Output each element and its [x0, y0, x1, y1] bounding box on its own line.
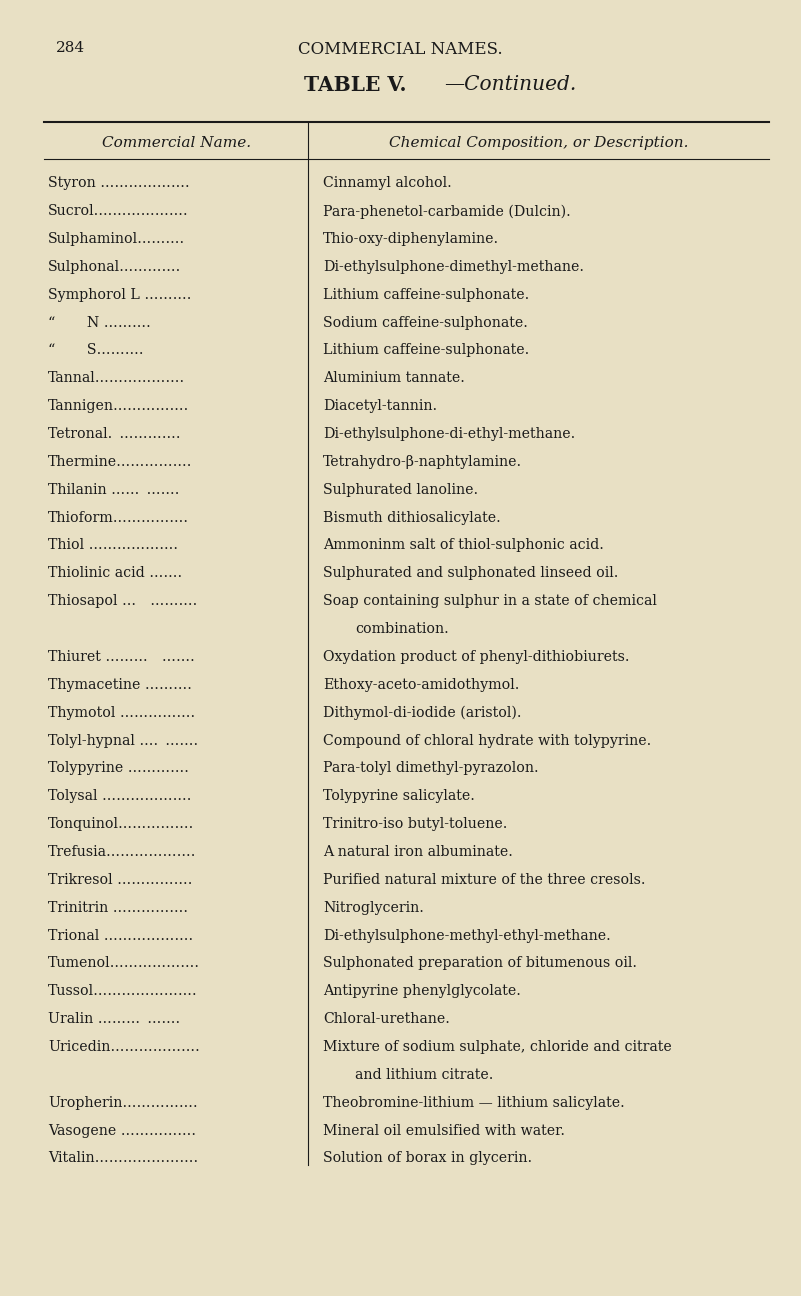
- Text: Vitalin………………….: Vitalin………………….: [48, 1151, 198, 1165]
- Text: Purified natural mixture of the three cresols.: Purified natural mixture of the three cr…: [323, 872, 646, 886]
- Text: Sodium caffeine-sulphonate.: Sodium caffeine-sulphonate.: [323, 315, 528, 329]
- Text: Tolysal ……………….: Tolysal ……………….: [48, 789, 191, 804]
- Text: Trikresol …………….: Trikresol …………….: [48, 872, 192, 886]
- Text: Trinitrin …………….: Trinitrin …………….: [48, 901, 188, 915]
- Text: Mineral oil emulsified with water.: Mineral oil emulsified with water.: [323, 1124, 565, 1138]
- Text: Commercial Name.: Commercial Name.: [102, 136, 251, 150]
- Text: Antipyrine phenylglycolate.: Antipyrine phenylglycolate.: [323, 984, 521, 998]
- Text: Trefusia……………….: Trefusia……………….: [48, 845, 196, 859]
- Text: Thioform…………….: Thioform…………….: [48, 511, 189, 525]
- Text: Theobromine-lithium — lithium salicylate.: Theobromine-lithium — lithium salicylate…: [323, 1095, 625, 1109]
- Text: Ammoninm salt of thiol-sulphonic acid.: Ammoninm salt of thiol-sulphonic acid.: [323, 538, 604, 552]
- Text: combination.: combination.: [355, 622, 449, 636]
- Text: Thiolinic acid …….: Thiolinic acid …….: [48, 566, 182, 581]
- Text: Thio-oxy-diphenylamine.: Thio-oxy-diphenylamine.: [323, 232, 499, 246]
- Text: Thiol ……………….: Thiol ……………….: [48, 538, 178, 552]
- Text: Lithium caffeine-sulphonate.: Lithium caffeine-sulphonate.: [323, 288, 529, 302]
- Text: Tussol………………….: Tussol………………….: [48, 984, 198, 998]
- Text: Para-tolyl dimethyl-pyrazolon.: Para-tolyl dimethyl-pyrazolon.: [323, 761, 538, 775]
- Text: Cinnamyl alcohol.: Cinnamyl alcohol.: [323, 176, 452, 191]
- Text: Tolypyrine ………….: Tolypyrine ………….: [48, 761, 189, 775]
- Text: Compound of chloral hydrate with tolypyrine.: Compound of chloral hydrate with tolypyr…: [323, 734, 651, 748]
- Text: 284: 284: [56, 41, 85, 56]
- Text: Thymotol …………….: Thymotol …………….: [48, 705, 195, 719]
- Text: Sulphaminol……….: Sulphaminol……….: [48, 232, 185, 246]
- Text: Para-phenetol-carbamide (Dulcin).: Para-phenetol-carbamide (Dulcin).: [323, 203, 570, 219]
- Text: Thymacetine ……….: Thymacetine ……….: [48, 678, 192, 692]
- Text: Tetrahydro-β-naphtylamine.: Tetrahydro-β-naphtylamine.: [323, 455, 522, 469]
- Text: Di-ethylsulphone-dimethyl-methane.: Di-ethylsulphone-dimethyl-methane.: [323, 259, 584, 273]
- Text: Thiosapol … ……….: Thiosapol … ……….: [48, 594, 197, 608]
- Text: Dithymol-di-iodide (aristol).: Dithymol-di-iodide (aristol).: [323, 705, 521, 721]
- Text: Trional ……………….: Trional ……………….: [48, 928, 193, 942]
- Text: Symphorol L ……….: Symphorol L ……….: [48, 288, 191, 302]
- Text: Diacetyl-tannin.: Diacetyl-tannin.: [323, 399, 437, 413]
- Text: Thermine…………….: Thermine…………….: [48, 455, 192, 469]
- Text: Thilanin …… …….: Thilanin …… …….: [48, 482, 179, 496]
- Text: Uropherin…………….: Uropherin…………….: [48, 1095, 198, 1109]
- Text: —Continued.: —Continued.: [445, 75, 577, 95]
- Text: Mixture of sodium sulphate, chloride and citrate: Mixture of sodium sulphate, chloride and…: [323, 1039, 671, 1054]
- Text: Sulphurated lanoline.: Sulphurated lanoline.: [323, 482, 478, 496]
- Text: Solution of borax in glycerin.: Solution of borax in glycerin.: [323, 1151, 532, 1165]
- Text: Di-ethylsulphone-di-ethyl-methane.: Di-ethylsulphone-di-ethyl-methane.: [323, 426, 575, 441]
- Text: Soap containing sulphur in a state of chemical: Soap containing sulphur in a state of ch…: [323, 594, 657, 608]
- Text: “       S……….: “ S……….: [48, 343, 143, 358]
- Text: Aluminium tannate.: Aluminium tannate.: [323, 371, 465, 385]
- Text: Tonquinol…………….: Tonquinol…………….: [48, 816, 195, 831]
- Text: Sulphonated preparation of bitumenous oil.: Sulphonated preparation of bitumenous oi…: [323, 956, 637, 971]
- Text: Nitroglycerin.: Nitroglycerin.: [323, 901, 424, 915]
- Text: A natural iron albuminate.: A natural iron albuminate.: [323, 845, 513, 859]
- Text: and lithium citrate.: and lithium citrate.: [355, 1068, 493, 1082]
- Text: Styron ……………….: Styron ……………….: [48, 176, 190, 191]
- Text: Tolyl-hypnal …. …….: Tolyl-hypnal …. …….: [48, 734, 198, 748]
- Text: Di-ethylsulphone-methyl-ethyl-methane.: Di-ethylsulphone-methyl-ethyl-methane.: [323, 928, 610, 942]
- Text: Bismuth dithiosalicylate.: Bismuth dithiosalicylate.: [323, 511, 501, 525]
- Text: Tetronal. ………….: Tetronal. ………….: [48, 426, 180, 441]
- Text: Lithium caffeine-sulphonate.: Lithium caffeine-sulphonate.: [323, 343, 529, 358]
- Text: “       N ……….: “ N ……….: [48, 315, 151, 329]
- Text: Trinitro-iso butyl-toluene.: Trinitro-iso butyl-toluene.: [323, 816, 507, 831]
- Text: Ethoxy-aceto-amidothymol.: Ethoxy-aceto-amidothymol.: [323, 678, 519, 692]
- Text: Tumenol……………….: Tumenol……………….: [48, 956, 200, 971]
- Text: TABLE V.: TABLE V.: [304, 75, 407, 95]
- Text: COMMERCIAL NAMES.: COMMERCIAL NAMES.: [298, 41, 503, 58]
- Text: Uralin ……… …….: Uralin ……… …….: [48, 1012, 180, 1026]
- Text: Tolypyrine salicylate.: Tolypyrine salicylate.: [323, 789, 475, 804]
- Text: Vasogene …………….: Vasogene …………….: [48, 1124, 196, 1138]
- Text: Chemical Composition, or Description.: Chemical Composition, or Description.: [389, 136, 688, 150]
- Text: Sulphurated and sulphonated linseed oil.: Sulphurated and sulphonated linseed oil.: [323, 566, 618, 581]
- Text: Chloral-urethane.: Chloral-urethane.: [323, 1012, 449, 1026]
- Text: Uricedin……………….: Uricedin……………….: [48, 1039, 199, 1054]
- Text: Sulphonal………….: Sulphonal………….: [48, 259, 181, 273]
- Text: Tannal……………….: Tannal……………….: [48, 371, 185, 385]
- Text: Oxydation product of phenyl-dithiobiurets.: Oxydation product of phenyl-dithiobiuret…: [323, 649, 630, 664]
- Text: Thiuret ……… …….: Thiuret ……… …….: [48, 649, 195, 664]
- Text: Tannigen…………….: Tannigen…………….: [48, 399, 189, 413]
- Text: Sucrol.……………….: Sucrol.……………….: [48, 203, 189, 218]
